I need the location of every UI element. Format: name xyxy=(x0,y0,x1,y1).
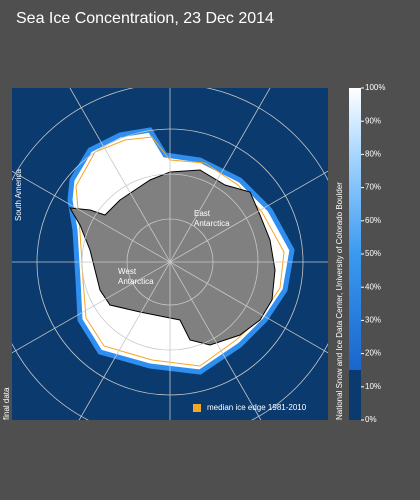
status: final data xyxy=(2,387,11,420)
colorbar-tick-label: 40% xyxy=(365,282,381,291)
colorbar-tick-label: 30% xyxy=(365,316,381,325)
colorbar-tick-label: 50% xyxy=(365,249,381,258)
median-ice-edge xyxy=(75,136,285,367)
legend-label: median ice edge 1981-2010 xyxy=(207,403,307,412)
credit: National Snow and Ice Data Center, Unive… xyxy=(335,182,344,420)
legend-swatch xyxy=(193,404,201,412)
colorbar-tick-label: 100% xyxy=(365,83,385,92)
colorbar-tick-label: 10% xyxy=(365,382,381,391)
map xyxy=(12,88,328,420)
colorbar-tick-label: 20% xyxy=(365,349,381,358)
title: Sea Ice Concentration, 23 Dec 2014 xyxy=(16,10,274,27)
colorbar-tick-label: 90% xyxy=(365,116,381,125)
colorbar-tick-label: 70% xyxy=(365,183,381,192)
colorbar-ticks: 0% 10% 20% 30% 40% 50% 60% 70% 80% 90% 100% xyxy=(361,83,385,424)
south-america-label: South America xyxy=(14,168,23,221)
colorbar xyxy=(349,88,361,420)
graticule xyxy=(12,88,328,420)
colorbar-tick-label: 60% xyxy=(365,216,381,225)
west-label: West Antarctica xyxy=(118,267,154,286)
colorbar-tick-label: 0% xyxy=(365,415,377,424)
colorbar-tick-label: 80% xyxy=(365,150,381,159)
east-label: East Antarctica xyxy=(194,209,230,228)
